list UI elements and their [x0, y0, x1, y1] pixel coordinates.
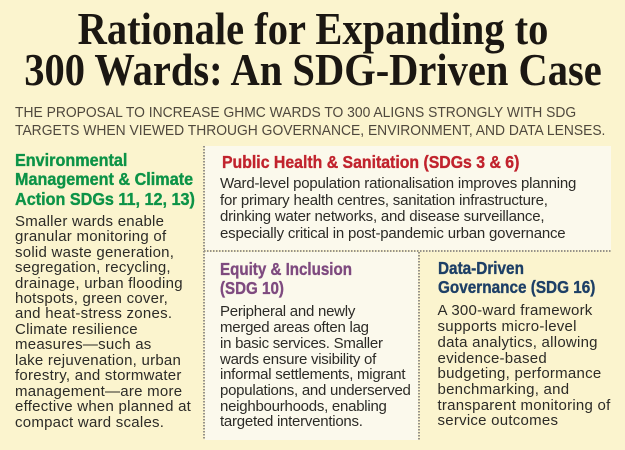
page-subtitle: THE PROPOSAL TO INCREASE GHMC WARDS TO 3… [15, 103, 606, 140]
section-public-health: Public Health & Sanitation (SDGs 3 & 6) … [205, 146, 611, 250]
environment-heading: Environmental Management & Climate Actio… [15, 150, 195, 209]
dotted-border-left [203, 146, 205, 440]
page-title: Rationale for Expanding to 300 Wards: An… [23, 4, 602, 95]
dotted-border-divider [418, 252, 420, 440]
public-health-body: Ward-level population rationalisation im… [220, 175, 577, 242]
section-equity: Equity & Inclusion (SDG 10) Peripheral a… [205, 252, 418, 440]
section-data-governance: Data-Driven Governance (SDG 16) A 300-wa… [420, 252, 611, 440]
section-environment: Environmental Management & Climate Actio… [15, 146, 207, 430]
data-governance-heading: Data-Driven Governance (SDG 16) [437, 258, 595, 298]
equity-body: Peripheral and newly merged areas often … [220, 303, 411, 431]
environment-body: Smaller wards enable granular monitoring… [15, 212, 192, 431]
data-governance-body: A 300-ward framework supports micro-leve… [437, 302, 611, 430]
public-health-heading: Public Health & Sanitation (SDGs 3 & 6) [222, 152, 520, 172]
dotted-border-horizontal [204, 250, 611, 252]
equity-heading: Equity & Inclusion (SDG 10) [220, 259, 352, 299]
